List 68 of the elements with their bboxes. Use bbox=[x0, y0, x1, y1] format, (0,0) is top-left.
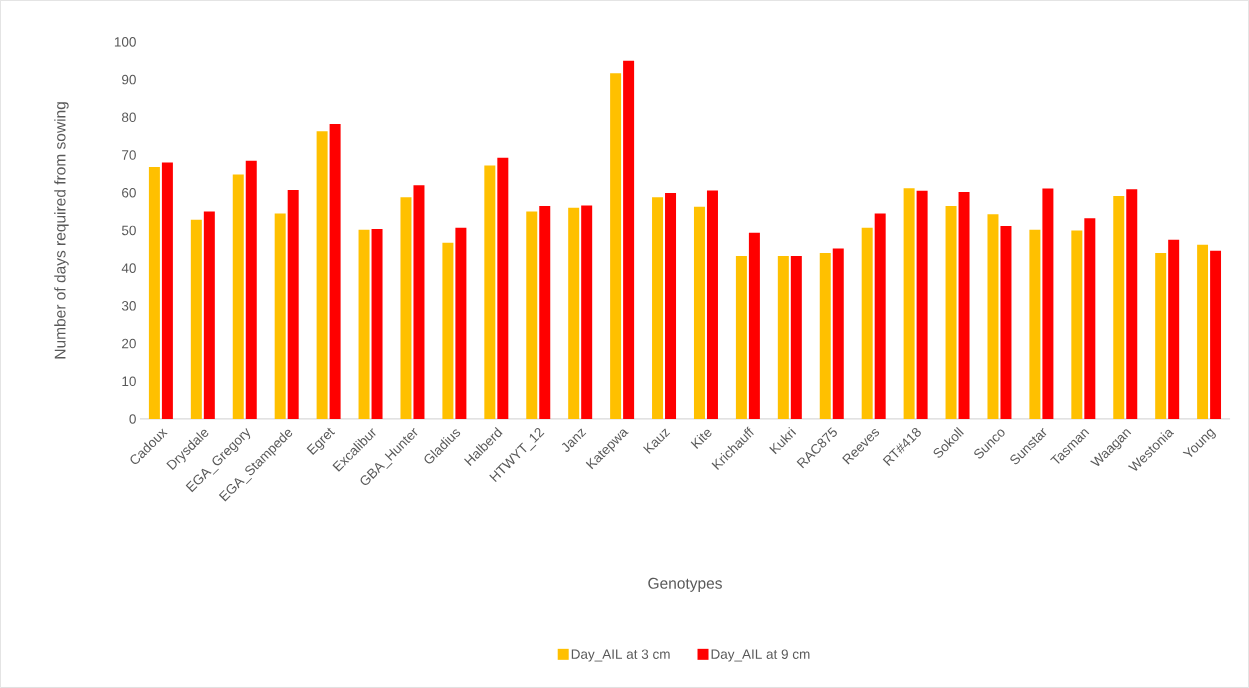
y-tick-label: 50 bbox=[121, 225, 136, 236]
y-tick-label: 0 bbox=[129, 414, 136, 424]
bar bbox=[245, 160, 257, 419]
bar bbox=[455, 227, 467, 419]
bar bbox=[610, 73, 622, 419]
bar bbox=[623, 60, 635, 419]
bar bbox=[1126, 189, 1138, 419]
bar bbox=[665, 193, 677, 419]
y-tick-label: 20 bbox=[122, 338, 136, 349]
x-axis-title: Genotypes bbox=[648, 577, 722, 592]
bar bbox=[735, 256, 747, 419]
bar bbox=[790, 256, 802, 419]
bar bbox=[287, 190, 299, 419]
legend-label: Day_AIL at 9 cm bbox=[711, 649, 810, 662]
bar bbox=[484, 165, 496, 419]
bar bbox=[1155, 253, 1167, 419]
bar bbox=[568, 207, 580, 419]
bar bbox=[693, 206, 705, 419]
bar bbox=[1168, 239, 1180, 419]
bar bbox=[945, 205, 957, 419]
bar bbox=[581, 205, 593, 419]
bar bbox=[916, 190, 928, 419]
bar bbox=[497, 157, 509, 419]
bar bbox=[161, 162, 173, 419]
bar bbox=[190, 219, 202, 419]
bar bbox=[400, 197, 412, 419]
bar bbox=[1210, 250, 1222, 419]
bar bbox=[874, 213, 886, 419]
y-tick-label: 10 bbox=[122, 376, 136, 387]
y-tick-label: 60 bbox=[122, 187, 136, 198]
bar bbox=[1084, 218, 1096, 419]
bar bbox=[706, 190, 718, 419]
bar bbox=[526, 211, 538, 419]
bar bbox=[148, 167, 160, 419]
bar bbox=[861, 227, 873, 419]
bar bbox=[1197, 244, 1209, 419]
y-tick-label: 30 bbox=[121, 301, 136, 311]
bar bbox=[1113, 196, 1125, 419]
bar bbox=[539, 205, 551, 419]
y-axis-title: Number of days required from sowing bbox=[54, 102, 69, 359]
x-tick-label: Kite bbox=[690, 429, 712, 449]
bar bbox=[371, 228, 383, 419]
legend-label: Day_AIL at 3 cm bbox=[571, 649, 670, 662]
bar bbox=[819, 253, 831, 419]
bar bbox=[358, 229, 370, 419]
bar bbox=[777, 256, 789, 419]
bar bbox=[274, 213, 286, 419]
bar bbox=[903, 188, 915, 419]
bar bbox=[832, 248, 844, 419]
bar bbox=[1000, 225, 1012, 419]
bar bbox=[413, 185, 425, 419]
bar bbox=[329, 124, 341, 419]
bar bbox=[987, 214, 999, 419]
y-tick-label: 70 bbox=[122, 150, 136, 160]
bar bbox=[652, 197, 664, 419]
y-tick-label: 80 bbox=[121, 112, 136, 123]
bar bbox=[232, 174, 244, 419]
bar bbox=[1029, 229, 1041, 419]
bar bbox=[748, 232, 760, 419]
bar bbox=[1071, 230, 1083, 419]
bar bbox=[1042, 188, 1054, 419]
bar bbox=[442, 242, 454, 419]
bar bbox=[316, 131, 328, 419]
bar bbox=[203, 211, 215, 419]
y-tick-label: 40 bbox=[121, 263, 136, 273]
bar bbox=[958, 192, 970, 419]
y-tick-label: 90 bbox=[122, 74, 136, 85]
y-tick-label: 100 bbox=[114, 37, 136, 47]
